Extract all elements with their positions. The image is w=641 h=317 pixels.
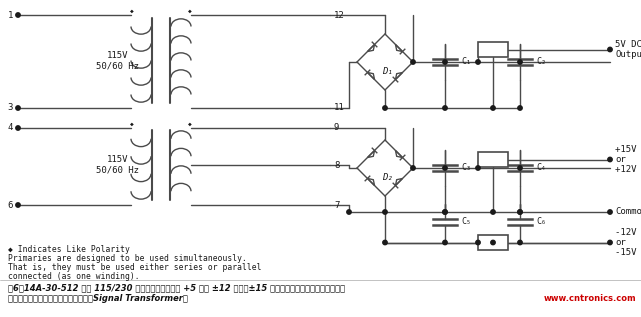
Text: www.cntronics.com: www.cntronics.com [544, 294, 636, 303]
Text: ◆: ◆ [130, 122, 134, 127]
Text: D₁: D₁ [381, 67, 392, 75]
Circle shape [491, 210, 495, 214]
Text: 9: 9 [334, 124, 339, 133]
Circle shape [518, 166, 522, 170]
Text: IC1: IC1 [485, 45, 501, 54]
Text: 8: 8 [334, 160, 339, 170]
Text: 5V DC
Output: 5V DC Output [615, 40, 641, 59]
Text: 3: 3 [8, 103, 13, 113]
Text: 4: 4 [8, 124, 13, 133]
Text: ◆ Indicates Like Polarity: ◆ Indicates Like Polarity [8, 245, 130, 254]
Bar [478, 235, 508, 250]
Text: ◆: ◆ [130, 9, 134, 14]
Text: ◆: ◆ [188, 122, 192, 127]
Text: C₃: C₃ [461, 164, 471, 172]
Circle shape [608, 47, 612, 52]
Circle shape [443, 210, 447, 214]
Text: C₄: C₄ [536, 164, 546, 172]
Text: connected (as one winding).: connected (as one winding). [8, 272, 140, 281]
Text: 12: 12 [334, 10, 345, 20]
Text: C₁: C₁ [461, 57, 471, 67]
Circle shape [347, 210, 351, 214]
Circle shape [476, 60, 480, 64]
Text: 6: 6 [8, 200, 13, 210]
Circle shape [518, 60, 522, 64]
Circle shape [476, 240, 480, 245]
Text: 连接初级和次级侧绕组。（图片来源：Signal Transformer）: 连接初级和次级侧绕组。（图片来源：Signal Transformer） [8, 294, 188, 303]
Text: That is, they must be used either series or parallel: That is, they must be used either series… [8, 263, 262, 272]
Circle shape [411, 166, 415, 170]
Circle shape [383, 210, 387, 214]
Text: C₂: C₂ [536, 57, 546, 67]
Text: C₅: C₅ [461, 217, 471, 227]
Text: -12V DC
or
-15V DC: -12V DC or -15V DC [615, 228, 641, 257]
Text: IC3: IC3 [485, 238, 501, 247]
Circle shape [443, 106, 447, 110]
Circle shape [608, 210, 612, 214]
Circle shape [491, 106, 495, 110]
Circle shape [443, 166, 447, 170]
Circle shape [16, 126, 21, 130]
Circle shape [518, 106, 522, 110]
Text: 7: 7 [334, 200, 339, 210]
Text: IC2: IC2 [485, 155, 501, 164]
Circle shape [383, 240, 387, 245]
Text: 1: 1 [8, 10, 13, 20]
Circle shape [518, 210, 522, 214]
Text: C₆: C₆ [536, 217, 546, 227]
Circle shape [518, 240, 522, 245]
Circle shape [476, 166, 480, 170]
Circle shape [608, 157, 612, 162]
Circle shape [411, 60, 415, 64]
Text: Primaries are designed to be used simultaneously.: Primaries are designed to be used simult… [8, 254, 247, 263]
Text: 115V
50/60 Hz: 115V 50/60 Hz [97, 155, 140, 175]
Bar [478, 152, 508, 167]
Circle shape [608, 240, 612, 245]
Text: D₂: D₂ [381, 172, 392, 182]
Circle shape [16, 13, 21, 17]
Circle shape [383, 106, 387, 110]
Circle shape [16, 106, 21, 110]
Circle shape [443, 240, 447, 245]
Bar [478, 42, 508, 57]
Text: Common: Common [615, 208, 641, 217]
Circle shape [491, 240, 495, 245]
Text: 图6：14A-30-512 采用 115/230 伏输入电压，适用于 +5 伏或 ±12 伏直流±15 伏直流电源，具体取决于用户如何: 图6：14A-30-512 采用 115/230 伏输入电压，适用于 +5 伏或… [8, 283, 345, 292]
Text: ◆: ◆ [188, 9, 192, 14]
Circle shape [518, 210, 522, 214]
Circle shape [16, 203, 21, 207]
Circle shape [443, 60, 447, 64]
Text: 115V
50/60 Hz: 115V 50/60 Hz [97, 51, 140, 70]
Circle shape [443, 210, 447, 214]
Text: +15V DC
or
+12V DC: +15V DC or +12V DC [615, 145, 641, 174]
Text: 11: 11 [334, 103, 345, 113]
